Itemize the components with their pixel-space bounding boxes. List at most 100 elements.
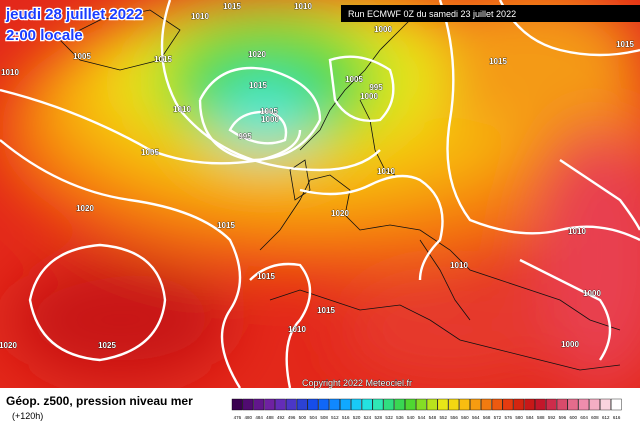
field: 1010 1015 1010 1000 1005 1015 1020 1010 1015 1005… xyxy=(0,0,640,388)
coastlines xyxy=(59,9,621,371)
isobar-label: 1015 xyxy=(154,55,172,64)
scale-label: 612 xyxy=(602,415,610,420)
isobar-label: 1010 xyxy=(173,105,191,114)
scale-label: 588 xyxy=(537,415,545,420)
scale-swatch xyxy=(610,398,622,411)
isobar-label: 1000 xyxy=(561,340,579,349)
scale-label: 524 xyxy=(364,415,372,420)
scale-swatch xyxy=(448,398,460,411)
isobar-label: 1015 xyxy=(616,40,634,49)
scale-label: 484 xyxy=(255,415,263,420)
isobar-label: 1005 xyxy=(260,107,278,116)
scale-label: 504 xyxy=(309,415,317,420)
scale-swatch xyxy=(231,398,243,411)
isobar-label: 1015 xyxy=(317,306,335,315)
scale-swatch xyxy=(264,398,275,411)
scale-swatch xyxy=(578,398,590,411)
isobar-label: 995 xyxy=(238,132,252,141)
scale-swatch xyxy=(275,398,286,411)
isobar-label: 995 xyxy=(369,83,383,92)
scale-label: 564 xyxy=(472,415,480,420)
scale-label: 600 xyxy=(569,415,577,420)
scale-label: 604 xyxy=(580,415,588,420)
isobars xyxy=(0,0,640,388)
scale-label: 528 xyxy=(374,415,382,420)
scale-swatch xyxy=(600,398,611,411)
scale-swatch xyxy=(545,398,557,411)
scale-swatch xyxy=(350,398,362,411)
isobar-label: 1020 xyxy=(331,209,349,218)
scale-swatch xyxy=(383,398,395,411)
isobar-label: 1010 xyxy=(294,2,312,11)
scale-label: 596 xyxy=(559,415,567,420)
scale-swatch xyxy=(426,398,438,411)
scale-label: 496 xyxy=(288,415,296,420)
scale-swatch xyxy=(502,398,514,411)
scale-label: 536 xyxy=(396,415,404,420)
scale-swatch xyxy=(535,398,546,411)
scale-swatch xyxy=(394,398,405,411)
isobar-label: 1015 xyxy=(223,2,241,11)
scale-label: 516 xyxy=(342,415,350,420)
isobar-label: 1015 xyxy=(489,57,507,66)
scale-label: 508 xyxy=(320,415,328,420)
isobar-label: 1010 xyxy=(377,167,395,176)
isobar-label: 1010 xyxy=(191,12,209,21)
scale-swatch xyxy=(589,398,600,411)
scale-label: 544 xyxy=(418,415,426,420)
isobar-label: 1000 xyxy=(583,289,601,298)
isobar-label: 1000 xyxy=(360,92,378,101)
isobar-label: 1015 xyxy=(217,221,235,230)
isobar-label: 1020 xyxy=(76,204,94,213)
scale-swatch xyxy=(340,398,351,411)
scale-swatch xyxy=(415,398,427,411)
scale-swatch xyxy=(296,398,308,411)
scale-label: 560 xyxy=(461,415,469,420)
scale-label: 576 xyxy=(504,415,512,420)
time-label: 2:00 locale xyxy=(6,27,83,44)
isobar-label: 1025 xyxy=(98,341,116,350)
scale-label: 584 xyxy=(526,415,534,420)
isobar-label: 1015 xyxy=(249,81,267,90)
isobar-label: 1020 xyxy=(248,50,266,59)
scale-swatch xyxy=(361,398,373,411)
scale-label: 592 xyxy=(548,415,556,420)
scale-label: 568 xyxy=(483,415,491,420)
run-label: Run ECMWF 0Z du samedi 23 juillet 2022 xyxy=(348,9,516,19)
isobar-label: 1010 xyxy=(568,227,586,236)
scale-label: 556 xyxy=(450,415,458,420)
isobar-label: 1020 xyxy=(0,341,17,350)
isobar-label: 1000 xyxy=(374,25,392,34)
scale-swatch xyxy=(437,398,449,411)
scale-swatch xyxy=(285,398,297,411)
scale-swatch xyxy=(242,398,254,411)
isobar-label: 1010 xyxy=(1,68,19,77)
scale-swatch xyxy=(318,398,330,411)
scale-swatch xyxy=(491,398,503,411)
scale-swatch xyxy=(307,398,319,411)
scale-label: 500 xyxy=(299,415,307,420)
scale-label: 608 xyxy=(591,415,599,420)
isobar-label: 1015 xyxy=(257,272,275,281)
scale-label: 572 xyxy=(494,415,502,420)
isobar-label: 1005 xyxy=(73,52,91,61)
scale-label: 512 xyxy=(331,415,339,420)
scale-swatch xyxy=(459,398,470,411)
scale-swatch xyxy=(480,398,492,411)
isobar-labels: 1010 1015 1010 1000 1005 1015 1020 1010 1015 1005… xyxy=(0,2,635,351)
scale-label: 580 xyxy=(515,415,523,420)
scale-swatch xyxy=(405,398,416,411)
scale-label: 492 xyxy=(277,415,285,420)
scale-label: 520 xyxy=(353,415,361,420)
scale-label: 480 xyxy=(244,415,252,420)
scale-swatch xyxy=(567,398,579,411)
scale-label: 616 xyxy=(613,415,621,420)
scale-label: 552 xyxy=(439,415,447,420)
scale-swatch xyxy=(372,398,384,411)
date-label: jeudi 28 juillet 2022 xyxy=(5,6,143,23)
legend-title: Géop. z500, pression niveau mer xyxy=(6,394,193,408)
scale-label: 540 xyxy=(407,415,415,420)
scale-swatch xyxy=(513,398,525,411)
